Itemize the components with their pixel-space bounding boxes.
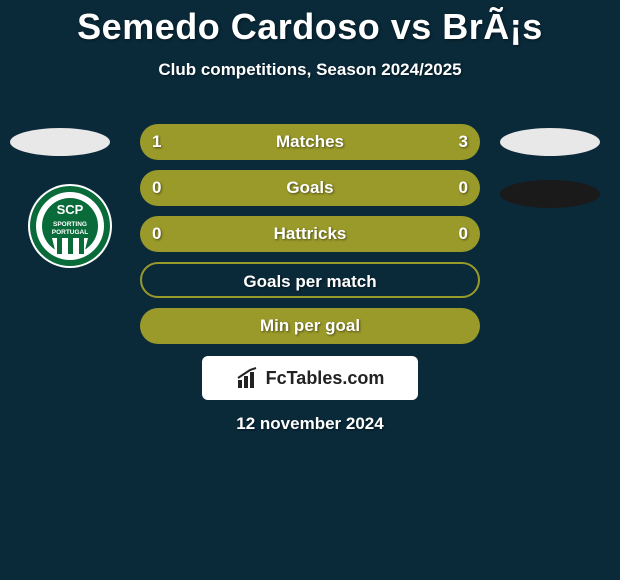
- comparison-subtitle: Club competitions, Season 2024/2025: [0, 60, 620, 80]
- snapshot-date: 12 november 2024: [0, 414, 620, 434]
- bars-icon: [236, 366, 260, 390]
- fctables-label: FcTables.com: [266, 368, 385, 389]
- stat-label: Goals per match: [142, 264, 478, 300]
- svg-text:SPORTING: SPORTING: [53, 221, 87, 228]
- player1-face-oval: [10, 128, 110, 156]
- fctables-watermark: FcTables.com: [202, 356, 418, 400]
- stat-label: Min per goal: [140, 308, 480, 344]
- comparison-title: Semedo Cardoso vs BrÃ¡s: [0, 6, 620, 48]
- sporting-logo-icon: SCP SPORTING PORTUGAL: [28, 184, 112, 268]
- stat-left-value: 1: [152, 124, 161, 160]
- stat-bar: Goals per match: [140, 262, 480, 298]
- stat-left-value: 0: [152, 216, 161, 252]
- stat-row: Min per goal: [0, 308, 620, 344]
- player2-club-oval: [500, 180, 600, 208]
- player2-face-oval: [500, 128, 600, 156]
- stat-bar: Min per goal: [140, 308, 480, 344]
- stat-bar: Goals0 0: [140, 170, 480, 206]
- player1-club-badge: SCP SPORTING PORTUGAL: [28, 184, 112, 268]
- stat-row: Goals per match: [0, 262, 620, 298]
- stat-label: Goals: [140, 170, 480, 206]
- stat-label: Matches: [140, 124, 480, 160]
- stat-right-value: 3: [459, 124, 468, 160]
- stat-bar: Matches1 3: [140, 124, 480, 160]
- stat-bar: Hattricks0 0: [140, 216, 480, 252]
- stat-label: Hattricks: [140, 216, 480, 252]
- stat-right-value: 0: [459, 216, 468, 252]
- stat-right-value: 0: [459, 170, 468, 206]
- svg-text:SCP: SCP: [57, 202, 84, 217]
- stat-left-value: 0: [152, 170, 161, 206]
- svg-text:PORTUGAL: PORTUGAL: [52, 229, 89, 236]
